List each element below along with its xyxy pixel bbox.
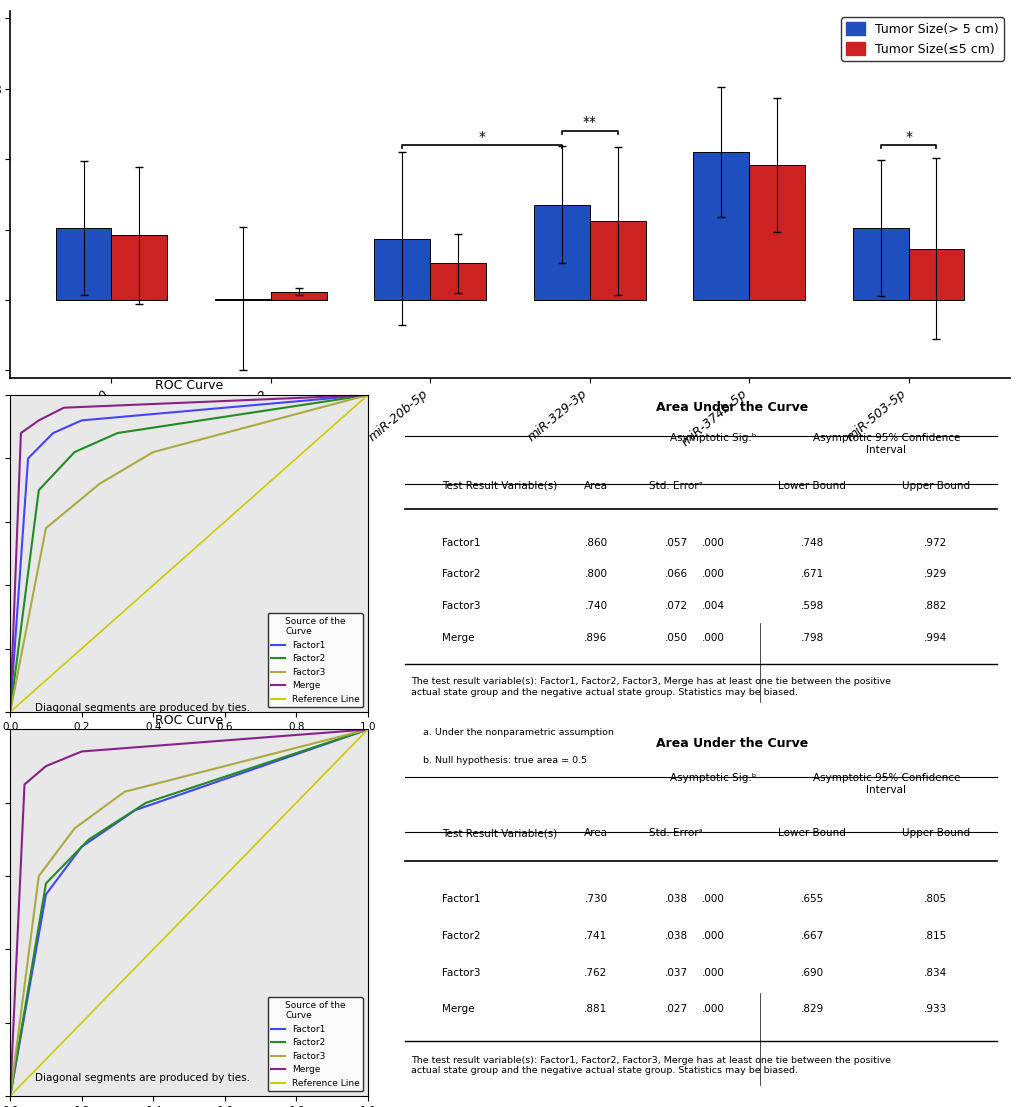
Text: .598: .598 (800, 601, 823, 611)
Title: ROC Curve: ROC Curve (155, 380, 223, 393)
Bar (56, 228, 111, 300)
Bar (215, 299, 271, 300)
Text: .740: .740 (584, 601, 607, 611)
Text: .038: .038 (664, 931, 687, 941)
Text: Diagonal segments are produced by ties.: Diagonal segments are produced by ties. (36, 703, 250, 713)
Text: Factor3: Factor3 (441, 601, 480, 611)
Text: **: ** (582, 115, 596, 130)
Text: .690: .690 (800, 968, 823, 977)
Text: Lower Bound: Lower Bound (777, 480, 846, 490)
Text: .004: .004 (701, 601, 725, 611)
Legend: Factor1, Factor2, Factor3, Merge, Reference Line: Factor1, Factor2, Factor3, Merge, Refere… (267, 997, 363, 1092)
Title: ROC Curve: ROC Curve (155, 714, 223, 727)
Text: Factor1: Factor1 (441, 538, 480, 548)
Text: Asymptotic Sig.ᵇ: Asymptotic Sig.ᵇ (669, 774, 756, 784)
Text: Area: Area (584, 828, 607, 838)
Bar (693, 152, 748, 300)
Text: Factor3: Factor3 (441, 968, 480, 977)
Text: .829: .829 (800, 1004, 823, 1014)
Text: .671: .671 (800, 569, 823, 579)
Text: Diagonal segments are produced by ties.: Diagonal segments are produced by ties. (36, 1073, 250, 1083)
Text: .730: .730 (584, 894, 607, 904)
Bar (589, 221, 645, 300)
Text: .000: .000 (701, 538, 725, 548)
Text: Asymptotic 95% Confidence
Interval: Asymptotic 95% Confidence Interval (812, 433, 959, 455)
Text: b. Null hypothesis: true area = 0.5: b. Null hypothesis: true area = 0.5 (423, 756, 587, 765)
Text: *: * (904, 130, 911, 144)
Bar (374, 239, 430, 300)
Legend: Factor1, Factor2, Factor3, Merge, Reference Line: Factor1, Factor2, Factor3, Merge, Refere… (267, 613, 363, 707)
Text: Std. Errorᵃ: Std. Errorᵃ (649, 828, 702, 838)
Text: .000: .000 (701, 931, 725, 941)
Text: .000: .000 (701, 894, 725, 904)
Text: .667: .667 (800, 931, 823, 941)
Text: .798: .798 (800, 633, 823, 643)
Text: Asymptotic 95% Confidence
Interval: Asymptotic 95% Confidence Interval (812, 774, 959, 795)
Text: Area: Area (584, 480, 607, 490)
Text: .805: .805 (923, 894, 947, 904)
Text: .994: .994 (923, 633, 947, 643)
Text: .834: .834 (923, 968, 947, 977)
Bar (271, 291, 326, 300)
Text: .000: .000 (701, 1004, 725, 1014)
Text: .972: .972 (923, 538, 947, 548)
Text: Factor2: Factor2 (441, 931, 480, 941)
Text: .000: .000 (701, 633, 725, 643)
Text: Factor1: Factor1 (441, 894, 480, 904)
Text: Test Result Variable(s): Test Result Variable(s) (441, 480, 556, 490)
Bar (748, 165, 804, 300)
Bar (430, 263, 486, 300)
Text: .896: .896 (584, 633, 607, 643)
Bar (908, 249, 963, 300)
Text: .038: .038 (664, 894, 687, 904)
Text: Asymptotic Sig.ᵇ: Asymptotic Sig.ᵇ (669, 433, 756, 443)
Bar (852, 228, 908, 300)
Text: Upper Bound: Upper Bound (901, 828, 969, 838)
Text: Test Result Variable(s): Test Result Variable(s) (441, 828, 556, 838)
Text: .881: .881 (584, 1004, 607, 1014)
Text: .800: .800 (584, 569, 607, 579)
Text: Area Under the Curve: Area Under the Curve (655, 402, 807, 414)
Text: Lower Bound: Lower Bound (777, 828, 846, 838)
Text: .882: .882 (923, 601, 947, 611)
Text: .050: .050 (664, 633, 687, 643)
Text: Factor2: Factor2 (441, 569, 480, 579)
Text: .000: .000 (701, 569, 725, 579)
Text: .066: .066 (664, 569, 687, 579)
Text: .741: .741 (584, 931, 607, 941)
Bar (111, 235, 167, 300)
Legend: Tumor Size(> 5 cm), Tumor Size(≤5 cm): Tumor Size(> 5 cm), Tumor Size(≤5 cm) (841, 18, 1003, 61)
Text: Std. Errorᵃ: Std. Errorᵃ (649, 480, 702, 490)
Text: Merge: Merge (441, 633, 474, 643)
Text: a. Under the nonparametric assumption: a. Under the nonparametric assumption (423, 727, 613, 737)
Text: .027: .027 (664, 1004, 687, 1014)
Text: .037: .037 (664, 968, 687, 977)
Text: .748: .748 (800, 538, 823, 548)
Text: .655: .655 (800, 894, 823, 904)
Text: .000: .000 (701, 968, 725, 977)
Text: Area Under the Curve: Area Under the Curve (655, 737, 807, 749)
Text: Upper Bound: Upper Bound (901, 480, 969, 490)
Text: .072: .072 (664, 601, 687, 611)
Text: The test result variable(s): Factor1, Factor2, Factor3, Merge has at least one t: The test result variable(s): Factor1, Fa… (411, 677, 890, 696)
Text: .933: .933 (923, 1004, 947, 1014)
Bar (533, 205, 589, 300)
Text: .929: .929 (923, 569, 947, 579)
Text: *: * (478, 130, 485, 144)
Text: Merge: Merge (441, 1004, 474, 1014)
Text: .762: .762 (584, 968, 607, 977)
Text: .815: .815 (923, 931, 947, 941)
Text: .057: .057 (664, 538, 687, 548)
Text: .860: .860 (584, 538, 607, 548)
X-axis label: 1 - Specificity: 1 - Specificity (149, 737, 229, 751)
Text: The test result variable(s): Factor1, Factor2, Factor3, Merge has at least one t: The test result variable(s): Factor1, Fa… (411, 1056, 890, 1075)
